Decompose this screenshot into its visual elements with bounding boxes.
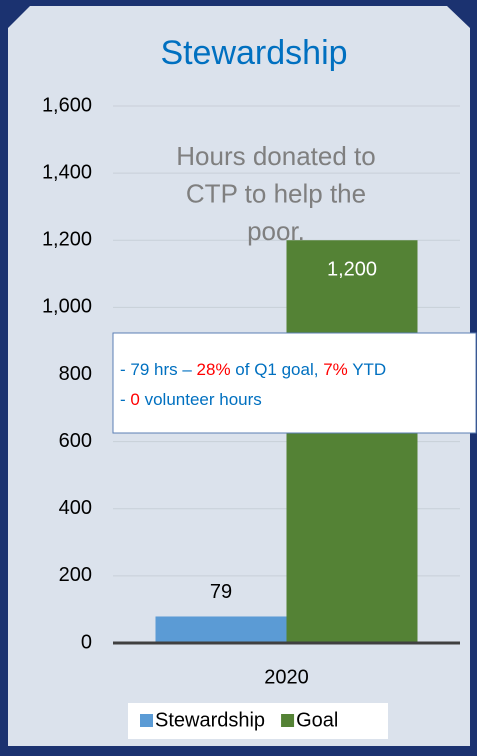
y-tick-label: 200 [59, 564, 92, 586]
y-tick-label: 400 [59, 497, 92, 519]
x-tick-label: 2020 [264, 666, 309, 688]
note-segment: 7% [323, 360, 348, 379]
note-box [112, 332, 477, 434]
data-label: 1,200 [327, 259, 377, 281]
note-segment: 0 [130, 390, 139, 409]
note-segment: 28% [197, 360, 231, 379]
legend-swatch [140, 714, 153, 727]
y-tick-label: 1,000 [42, 296, 92, 318]
legend-box [128, 703, 388, 739]
y-tick-label: 0 [81, 631, 92, 653]
y-tick-label: 800 [59, 363, 92, 385]
y-tick-label: 1,400 [42, 161, 92, 183]
note-text: - 0 volunteer hours [120, 390, 262, 409]
note-segment: - 79 hrs – [120, 360, 197, 379]
note-segment: volunteer hours [140, 390, 262, 409]
y-tick-label: 1,200 [42, 229, 92, 251]
note-text: - 79 hrs – 28% of Q1 goal, 7% YTD [120, 360, 386, 379]
note-segment: of Q1 goal, [231, 360, 324, 379]
note-segment: YTD [348, 360, 386, 379]
annotation: poor. [247, 216, 305, 246]
note-segment: - [120, 390, 130, 409]
bar [155, 616, 287, 643]
legend-swatch [281, 714, 295, 727]
annotation: CTP to help the [186, 178, 366, 208]
bar [286, 240, 418, 643]
chart-title: Stewardship [160, 34, 347, 72]
annotation: Hours donated to [176, 141, 375, 171]
data-label: 79 [210, 581, 232, 603]
legend-label: Goal [296, 709, 338, 731]
legend-label: Stewardship [155, 709, 265, 731]
y-tick-label: 1,600 [42, 94, 92, 116]
y-tick-label: 600 [59, 430, 92, 452]
